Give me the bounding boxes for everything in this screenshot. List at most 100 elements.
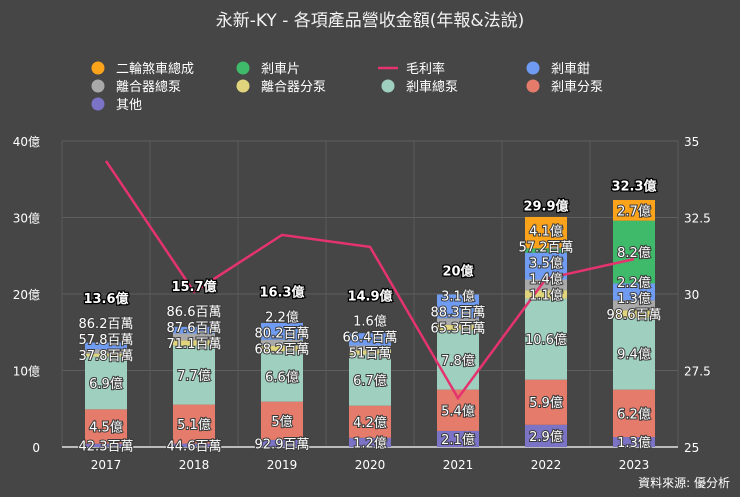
bar-segment — [85, 409, 127, 444]
segment-label: 66.4百萬 — [343, 330, 398, 345]
legend-item[interactable]: 剎車片 — [236, 61, 301, 78]
right-tick-label: 35 — [684, 135, 699, 149]
segment-label: 5.1億 — [177, 417, 211, 433]
segment-label: 1.1億 — [529, 287, 563, 303]
bar-segment — [85, 353, 127, 357]
right-tick-label: 30 — [684, 288, 699, 302]
bar-segment — [613, 389, 655, 438]
segment-label: 6.2億 — [617, 406, 651, 422]
left-tick-label: 10億 — [13, 365, 40, 379]
bar-segment — [437, 324, 479, 330]
bar-segment — [85, 356, 127, 410]
segment-label: 6.9億 — [89, 376, 123, 392]
bar-segment — [613, 220, 655, 284]
segment-label: 6.6億 — [265, 369, 299, 385]
segment-label: 1.4億 — [529, 271, 563, 287]
bar-segment — [173, 340, 215, 346]
source-note: 資料來源: 優分析 — [638, 476, 730, 490]
total-label: 13.6億 — [83, 291, 128, 307]
segment-label: 2.2億 — [617, 275, 651, 291]
bar-segment — [261, 322, 303, 340]
bar-segment — [613, 283, 655, 301]
bar-segment — [525, 290, 567, 299]
segment-label: 5億 — [271, 414, 292, 430]
segment-label: 86.6百萬 — [167, 305, 222, 320]
total-label: 14.9億 — [347, 288, 392, 304]
legend-item[interactable]: 二輪煞車總成 — [91, 61, 195, 77]
x-tick-label: 2020 — [355, 458, 386, 472]
grid: 0 10億 20億 30億 40億 25 27.5 30 32.5 35 2017 2018 2019 2… — [13, 135, 711, 472]
legend-item[interactable]: 離合器分泵 — [236, 79, 327, 96]
segment-label: 37.8百萬 — [79, 349, 134, 364]
x-tick-label: 2017 — [91, 458, 122, 472]
bar-segment — [261, 345, 303, 352]
bar-segment — [349, 405, 391, 438]
segment-label: 65.3百萬 — [431, 321, 486, 336]
segment-label: 57.8百萬 — [79, 333, 134, 348]
bar-segment — [173, 333, 215, 341]
legend-item[interactable]: 離合器總泵 — [91, 79, 182, 95]
segment-label: 80.2百萬 — [255, 327, 310, 342]
legend-marker — [236, 61, 250, 75]
bar-segment — [173, 443, 215, 447]
bar-segment — [437, 318, 479, 325]
bar-segment — [261, 401, 303, 440]
segment-label: 6.7億 — [353, 373, 387, 389]
segment-label: 57.2百萬 — [519, 240, 574, 255]
legend-marker — [91, 61, 105, 75]
segment-label: 44.6百萬 — [167, 439, 222, 454]
segment-label: 7.7億 — [177, 368, 211, 384]
gross-margin-line — [104, 160, 635, 401]
segment-label: 3.1億 — [441, 288, 475, 304]
legend-label: 剎車總泵 — [406, 79, 458, 95]
bar-segment — [173, 326, 215, 334]
legend-item[interactable]: 剎車總泵 — [381, 79, 459, 95]
left-tick-label: 30億 — [13, 212, 40, 226]
x-tick-label: 2022 — [531, 458, 562, 472]
legend-label: 離合器分泵 — [261, 80, 326, 95]
total-label: 16.3億 — [259, 285, 304, 301]
bar-segment — [173, 404, 215, 444]
legend-label: 其他 — [116, 98, 142, 113]
segment-label: 7.8億 — [441, 353, 475, 369]
left-tick-label: 20億 — [13, 288, 40, 302]
segment-label: 87.6百萬 — [167, 321, 222, 336]
bar-segment — [349, 350, 391, 355]
right-tick-label: 27.5 — [684, 365, 711, 379]
segment-label: 10.6億 — [525, 332, 567, 348]
segment-label: 1.3億 — [617, 435, 651, 451]
legend-label: 剎車鉗 — [551, 61, 590, 77]
segment-label: 86.2百萬 — [79, 317, 134, 332]
bars — [85, 200, 655, 447]
segment-label: 9.4億 — [617, 347, 651, 363]
chart-title: 永新-KY - 各項產品營收金額(年報&法說) — [216, 11, 525, 31]
legend-item[interactable]: 剎車分泵 — [526, 79, 604, 96]
legend-marker — [526, 61, 540, 75]
segment-label: 2.9億 — [529, 429, 563, 445]
segment-label: 42.3百萬 — [79, 439, 134, 454]
right-tick-label: 32.5 — [684, 212, 711, 226]
legend-label: 剎車分泵 — [551, 80, 603, 95]
legend-item[interactable]: 剎車鉗 — [526, 61, 591, 77]
legend-item[interactable]: 毛利率 — [378, 61, 445, 77]
legend-marker — [91, 79, 105, 93]
line-series — [104, 160, 635, 401]
bar-segment — [349, 345, 391, 351]
total-label: 15.7億 — [171, 279, 216, 295]
segment-label: 92.9百萬 — [255, 437, 310, 452]
bar-segment — [525, 216, 567, 249]
legend-marker — [381, 79, 395, 93]
x-tick-label: 2019 — [267, 458, 298, 472]
bar-segment — [525, 379, 567, 425]
legend-marker — [526, 79, 540, 93]
segment-label: 8.2億 — [617, 245, 651, 261]
segment-label: 3.5億 — [529, 255, 563, 271]
total-label: 29.9億 — [523, 198, 568, 214]
legend-label: 毛利率 — [406, 61, 445, 77]
legend-item[interactable]: 其他 — [91, 97, 143, 114]
right-tick-label: 25 — [684, 441, 699, 455]
bar-segment — [85, 349, 127, 354]
left-tick-label: 40億 — [13, 135, 40, 149]
